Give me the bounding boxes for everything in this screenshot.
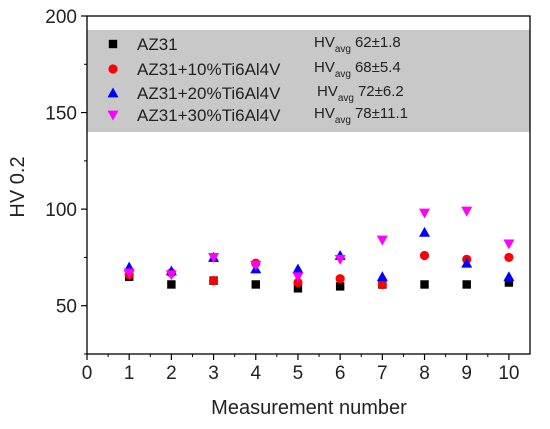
y-tick-label: 100 xyxy=(45,200,77,221)
x-axis-title: Measurement number xyxy=(211,397,407,419)
data-point-s3-p5 xyxy=(292,263,304,274)
legend-avg-1: HVavg 62±1.8 xyxy=(314,34,401,55)
legend-band-rect xyxy=(87,30,530,132)
data-point-s2-p10 xyxy=(504,252,514,263)
data-point-s1-p4 xyxy=(251,280,260,289)
data-point-s2-p3 xyxy=(208,276,219,286)
data-point-s4-p1 xyxy=(123,268,135,279)
data-point-s3-p9 xyxy=(461,257,473,268)
legend: AZ31 HVavg 62±1.8 AZ31+10%Ti6Al4V HVavg 68±5.… xyxy=(107,34,408,126)
data-point-s1-p2 xyxy=(167,280,176,289)
data-point-s4-p2 xyxy=(165,270,177,281)
data-point-s4-p5 xyxy=(292,272,304,283)
data-point-s4-p3 xyxy=(208,253,220,263)
data-point-s1-p9 xyxy=(462,280,471,289)
x-tick-label: 8 xyxy=(419,363,430,384)
y-axis-title: HV 0.2 xyxy=(7,156,29,217)
legend-marker-4 xyxy=(107,110,119,121)
legend-label-4: AZ31+30%Ti6Al4V xyxy=(137,106,281,125)
data-point-s2-p5 xyxy=(293,277,303,288)
data-point-s4-p4 xyxy=(250,260,262,271)
x-tick-label: 3 xyxy=(208,363,219,384)
x-tick-label: 4 xyxy=(250,363,261,384)
data-point-s3-p10 xyxy=(503,271,515,282)
y-tick-label: 200 xyxy=(45,7,77,28)
x-tick-label: 7 xyxy=(377,363,388,384)
data-point-s4-p8 xyxy=(419,208,431,219)
y-tick-label: 150 xyxy=(45,104,77,125)
legend-avg-3: HVavg 72±6.2 xyxy=(317,83,404,104)
axes: 0 1 2 3 4 5 6 7 8 9 10 50 100 150 200 xyxy=(45,7,531,384)
data-point-s3-p8 xyxy=(419,226,431,237)
plot-frame xyxy=(86,15,531,355)
y-tick-label: 50 xyxy=(56,297,77,318)
legend-marker-2 xyxy=(108,64,118,74)
data-point-s1-p6 xyxy=(335,282,345,291)
legend-avg-4: HVavg 78±11.1 xyxy=(314,105,408,126)
x-tick-label: 9 xyxy=(461,363,472,384)
x-tick-label: 0 xyxy=(82,363,93,384)
legend-label-2: AZ31+10%Ti6Al4V xyxy=(137,60,281,79)
legend-band xyxy=(87,30,530,132)
data-point-s1-p8 xyxy=(420,280,429,289)
x-tick-label: 10 xyxy=(498,363,519,384)
legend-label-3: AZ31+20%Ti6Al4V xyxy=(137,84,281,103)
legend-avg-2: HVavg 68±5.4 xyxy=(314,59,401,80)
legend-label-1: AZ31 xyxy=(137,35,178,54)
x-tick-label: 6 xyxy=(335,363,346,384)
legend-marker-1 xyxy=(108,39,118,49)
x-tick-label: 5 xyxy=(293,363,304,384)
data-point-s2-p7 xyxy=(377,279,387,290)
legend-marker-3 xyxy=(107,87,119,98)
data-point-s3-p7 xyxy=(376,271,388,282)
data-point-s2-p6 xyxy=(335,274,345,284)
x-tick-label: 2 xyxy=(166,363,177,384)
data-point-s4-p6 xyxy=(334,254,346,265)
data-point-s1-p10 xyxy=(504,278,514,287)
data-point-s4-p9 xyxy=(461,206,473,217)
data-markers xyxy=(123,206,515,293)
x-tick-label: 1 xyxy=(124,363,135,384)
data-point-s1-p5 xyxy=(293,284,303,293)
data-point-s4-p10 xyxy=(503,239,515,250)
data-point-s4-p7 xyxy=(376,235,388,246)
data-point-s2-p8 xyxy=(419,250,430,261)
